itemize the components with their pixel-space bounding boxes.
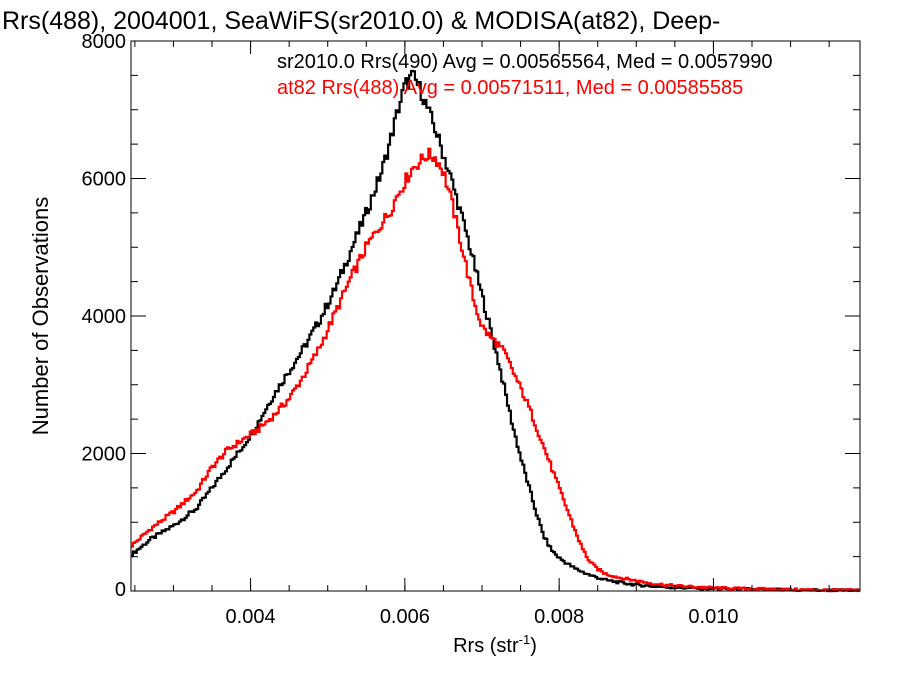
y-tick-label: 6000 — [82, 169, 127, 191]
y-tick-label: 0 — [115, 579, 126, 601]
y-axis-label: Number of Observations — [28, 197, 53, 435]
x-tick-label: 0.004 — [226, 606, 276, 628]
x-tick-label: 0.010 — [688, 606, 738, 628]
legend-entry-red: at82 Rrs(488) Avg = 0.00571511, Med = 0.… — [277, 77, 743, 99]
x-tick-label: 0.008 — [534, 606, 584, 628]
y-tick-label: 8000 — [82, 31, 127, 53]
x-axis-label-tail: ) — [530, 635, 537, 657]
x-axis-label-main: Rrs (str — [453, 635, 519, 657]
y-tick-label: 4000 — [82, 306, 127, 328]
x-axis-label-sup: -1 — [519, 632, 531, 647]
tick-marks — [131, 40, 860, 592]
plot-frame — [130, 40, 861, 592]
y-tick-label: 2000 — [82, 444, 127, 466]
x-axis-label: Rrs (str-1) — [453, 632, 537, 657]
series-line-black — [131, 69, 860, 593]
series-layer — [131, 69, 860, 593]
legend-entry-black: sr2010.0 Rrs(490) Avg = 0.00565564, Med … — [277, 51, 773, 73]
chart-title: Rrs(488), 2004001, SeaWiFS(sr2010.0) & M… — [2, 7, 720, 35]
y-tick-labels: 0 2000 4000 6000 8000 — [82, 31, 127, 601]
x-tick-labels: 0.004 0.006 0.008 0.010 — [226, 606, 739, 628]
series-line-red — [131, 147, 860, 593]
x-tick-label: 0.006 — [380, 606, 430, 628]
